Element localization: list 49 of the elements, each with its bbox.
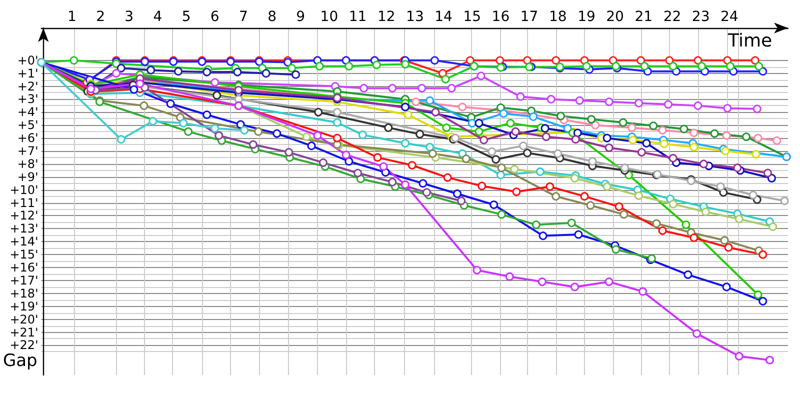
y-tick-label: +7' (17, 144, 38, 158)
x-tick-label: 3 (124, 9, 134, 25)
x-tick-label: 14 (434, 9, 453, 25)
y-tick-label: +15' (10, 248, 38, 262)
x-tick-label: 4 (153, 9, 162, 25)
x-tick-label: 17 (520, 9, 538, 25)
x-tick-label: 1 (67, 9, 76, 25)
x-tick-label: 22 (663, 9, 682, 25)
y-tick-label: +11' (10, 196, 38, 210)
x-tick-label: 13 (406, 9, 424, 25)
y-tick-label: +13' (10, 222, 38, 236)
x-tick-label: 10 (320, 9, 338, 25)
x-tick-label: 6 (210, 9, 220, 25)
y-tick-label: +9' (17, 170, 38, 184)
x-tick-label: 24 (720, 9, 738, 25)
x-tick-label: 19 (578, 9, 596, 25)
x-tick-label: 20 (606, 9, 624, 25)
y-tick-label: +0' (17, 53, 38, 68)
y-tick-label: +16' (10, 260, 38, 275)
x-tick-label: 9 (296, 9, 306, 25)
y-tick-label: +20' (10, 312, 38, 326)
y-tick-label: +4' (17, 105, 38, 120)
y-tick-label: +6' (17, 131, 38, 146)
x-tick-label: 8 (268, 9, 276, 25)
x-tick-label: 18 (548, 9, 567, 25)
y-tick-label: +3' (17, 92, 38, 106)
x-axis-title: Time (727, 30, 772, 52)
y-tick-label: +21' (10, 325, 38, 340)
x-tick-label: 12 (377, 9, 396, 25)
y-tick-label: +18' (10, 286, 38, 300)
x-tick-label: 5 (182, 9, 191, 25)
y-tick-label: +19' (10, 299, 38, 314)
x-tick-label: 7 (238, 9, 248, 25)
y-tick-label: +12' (10, 208, 38, 223)
y-tick-label: +10' (10, 182, 38, 197)
x-tick-label: 21 (634, 9, 653, 25)
x-tick-label: 15 (463, 9, 482, 25)
y-axis-title: Gap (2, 351, 38, 371)
y-tick-label: +1' (17, 66, 38, 80)
y-tick-label: +8' (17, 156, 38, 171)
y-tick-label: +14' (10, 234, 38, 249)
x-tick-label: 16 (492, 9, 510, 25)
x-tick-label: 23 (692, 9, 710, 25)
y-tick-label: +2' (17, 79, 38, 94)
x-tick-label: 11 (348, 9, 367, 25)
y-tick-label: +22' (10, 338, 38, 352)
y-tick-label: +17' (10, 273, 38, 288)
x-tick-label: 2 (96, 9, 105, 25)
y-tick-label: +5' (17, 118, 38, 132)
